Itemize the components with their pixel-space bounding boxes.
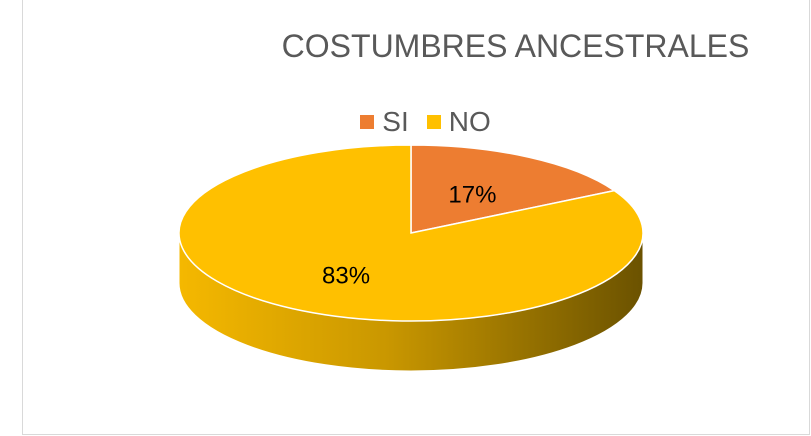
data-label-no: 83%	[322, 263, 370, 290]
pie-labels: 17% 83%	[322, 182, 496, 290]
chart-legend: SI NO	[0, 106, 811, 138]
pie-slice-no	[178, 144, 644, 322]
pie-slice-si	[410, 144, 617, 234]
legend-item-si: SI	[360, 106, 409, 138]
legend-swatch-si	[360, 115, 375, 129]
legend-item-no: NO	[426, 106, 491, 138]
legend-swatch-no	[426, 115, 441, 129]
data-label-si: 17%	[448, 182, 496, 209]
legend-label-no: NO	[448, 106, 491, 137]
pie-top	[178, 144, 644, 322]
legend-label-si: SI	[382, 106, 409, 137]
chart-title: COSTUMBRES ANCESTRALES	[281, 28, 750, 64]
